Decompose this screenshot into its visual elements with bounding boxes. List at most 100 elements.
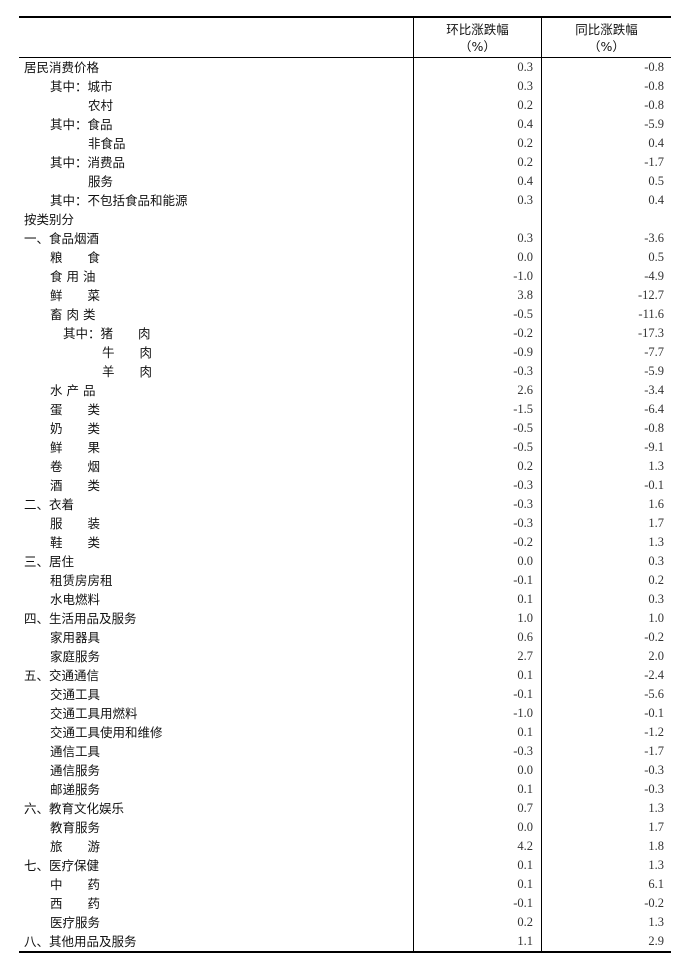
row-label: 农村: [88, 98, 114, 113]
mom-value: 0.3: [413, 58, 541, 77]
yoy-value: -1.7: [541, 742, 671, 761]
row-label: 非食品: [88, 136, 126, 151]
row-label: 交通工具使用和维修: [50, 725, 163, 740]
yoy-value: 1.3: [541, 533, 671, 552]
mom-value: [413, 210, 541, 229]
yoy-value: -7.7: [541, 343, 671, 362]
table-row: 邮递服务 0.1 -0.3: [19, 780, 671, 799]
yoy-value: -4.9: [541, 267, 671, 286]
mom-value: -0.5: [413, 438, 541, 457]
table-row: 其中：食品 0.4 -5.9: [19, 115, 671, 134]
row-label: 邮递服务: [50, 782, 101, 797]
yoy-value: -5.6: [541, 685, 671, 704]
yoy-value: -0.3: [541, 780, 671, 799]
table-row: 其中：不包括食品和能源 0.3 0.4: [19, 191, 671, 210]
table-row: 非食品 0.2 0.4: [19, 134, 671, 153]
row-label: 家用器具: [50, 630, 101, 645]
mom-value: -0.1: [413, 685, 541, 704]
mom-value: 0.0: [413, 818, 541, 837]
row-label: 水电燃料: [50, 592, 101, 607]
header-yoy-unit: （%）: [588, 39, 625, 54]
table-row: 三、居住 0.0 0.3: [19, 552, 671, 571]
table-row: 粮 食 0.0 0.5: [19, 248, 671, 267]
mom-value: -1.0: [413, 267, 541, 286]
table-row: 旅 游 4.2 1.8: [19, 837, 671, 856]
table-row: 牛 肉 -0.9 -7.7: [19, 343, 671, 362]
yoy-value: -0.1: [541, 476, 671, 495]
row-label: 西 药: [50, 896, 101, 911]
row-label: 按类别分: [24, 212, 75, 227]
mom-value: 0.6: [413, 628, 541, 647]
table-row: 食 用 油 -1.0 -4.9: [19, 267, 671, 286]
table-row: 羊 肉 -0.3 -5.9: [19, 362, 671, 381]
table-row: 卷 烟 0.2 1.3: [19, 457, 671, 476]
row-label: 粮 食: [50, 250, 101, 265]
yoy-value: 0.4: [541, 134, 671, 153]
table-row: 八、其他用品及服务 1.1 2.9: [19, 932, 671, 951]
table-row: 其中：猪 肉 -0.2 -17.3: [19, 324, 671, 343]
row-label: 其中：消费品: [50, 155, 126, 170]
table-row: 四、生活用品及服务 1.0 1.0: [19, 609, 671, 628]
yoy-value: 1.3: [541, 856, 671, 875]
mom-value: 3.8: [413, 286, 541, 305]
header-yoy: 同比涨跌幅 （%）: [541, 18, 671, 57]
mom-value: -0.3: [413, 362, 541, 381]
yoy-value: 0.4: [541, 191, 671, 210]
table-row: 鲜 果 -0.5 -9.1: [19, 438, 671, 457]
yoy-value: -1.2: [541, 723, 671, 742]
table-row: 水电燃料 0.1 0.3: [19, 590, 671, 609]
yoy-value: -12.7: [541, 286, 671, 305]
row-label: 其中：猪 肉: [63, 326, 151, 341]
table-row: 五、交通通信 0.1 -2.4: [19, 666, 671, 685]
table-row: 奶 类 -0.5 -0.8: [19, 419, 671, 438]
row-label: 交通工具: [50, 687, 101, 702]
mom-value: -0.3: [413, 514, 541, 533]
table-row: 服务 0.4 0.5: [19, 172, 671, 191]
mom-value: 1.1: [413, 932, 541, 951]
yoy-value: 1.6: [541, 495, 671, 514]
mom-value: 0.3: [413, 77, 541, 96]
mom-value: -0.9: [413, 343, 541, 362]
row-label: 五、交通通信: [24, 668, 100, 683]
table-row: 鞋 类 -0.2 1.3: [19, 533, 671, 552]
yoy-value: 1.3: [541, 799, 671, 818]
row-label: 家庭服务: [50, 649, 101, 664]
table-row: 农村 0.2 -0.8: [19, 96, 671, 115]
row-label: 蛋 类: [50, 402, 101, 417]
cpi-table: 环比涨跌幅 （%） 同比涨跌幅 （%） 居民消费价格 0.3 -0.8 其中：城市 0.…: [19, 16, 671, 953]
table-row: 按类别分: [19, 210, 671, 229]
mom-value: -0.5: [413, 305, 541, 324]
row-label: 中 药: [50, 877, 101, 892]
mom-value: -0.1: [413, 571, 541, 590]
row-label: 四、生活用品及服务: [24, 611, 137, 626]
row-label: 六、教育文化娱乐: [24, 801, 125, 816]
mom-value: -0.1: [413, 894, 541, 913]
row-label: 旅 游: [50, 839, 101, 854]
mom-value: -0.3: [413, 476, 541, 495]
table-row: 家庭服务 2.7 2.0: [19, 647, 671, 666]
table-row: 其中：消费品 0.2 -1.7: [19, 153, 671, 172]
yoy-value: -5.9: [541, 362, 671, 381]
table-row: 其中：城市 0.3 -0.8: [19, 77, 671, 96]
row-label: 服 装: [50, 516, 101, 531]
yoy-value: -11.6: [541, 305, 671, 324]
mom-value: 0.3: [413, 191, 541, 210]
mom-value: 0.1: [413, 856, 541, 875]
row-label: 一、食品烟酒: [24, 231, 100, 246]
row-label: 鲜 菜: [50, 288, 101, 303]
mom-value: 0.2: [413, 913, 541, 932]
yoy-value: 0.3: [541, 590, 671, 609]
table-row: 二、衣着 -0.3 1.6: [19, 495, 671, 514]
mom-value: -0.3: [413, 742, 541, 761]
yoy-value: -9.1: [541, 438, 671, 457]
row-label: 其中：食品: [50, 117, 113, 132]
row-label: 教育服务: [50, 820, 101, 835]
yoy-value: -0.3: [541, 761, 671, 780]
mom-value: 0.4: [413, 115, 541, 134]
table-row: 通信服务 0.0 -0.3: [19, 761, 671, 780]
row-label: 七、医疗保健: [24, 858, 100, 873]
table-row: 酒 类 -0.3 -0.1: [19, 476, 671, 495]
table-row: 交通工具使用和维修 0.1 -1.2: [19, 723, 671, 742]
table-row: 交通工具 -0.1 -5.6: [19, 685, 671, 704]
mom-value: -0.5: [413, 419, 541, 438]
